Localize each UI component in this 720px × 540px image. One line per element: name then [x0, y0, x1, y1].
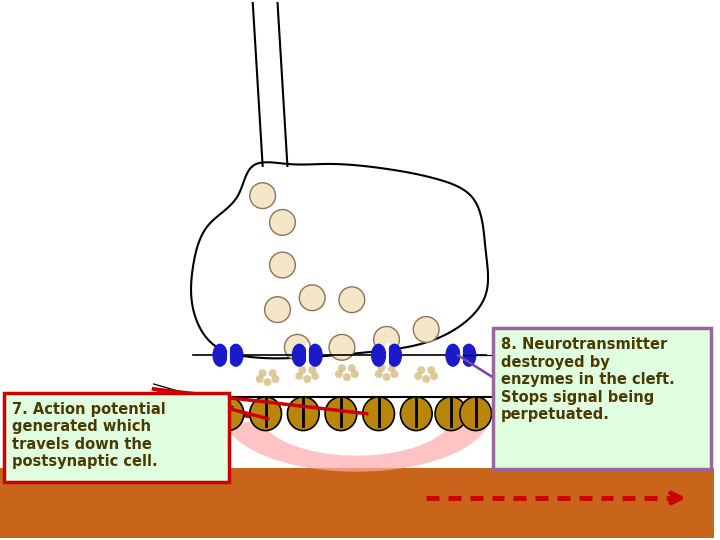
- Ellipse shape: [213, 345, 227, 366]
- Ellipse shape: [250, 397, 282, 430]
- Circle shape: [338, 364, 346, 372]
- Circle shape: [377, 364, 385, 372]
- Circle shape: [264, 378, 271, 386]
- Ellipse shape: [387, 345, 402, 366]
- Circle shape: [387, 364, 395, 372]
- Circle shape: [339, 287, 365, 313]
- Ellipse shape: [372, 345, 385, 366]
- Ellipse shape: [229, 345, 243, 366]
- Circle shape: [351, 370, 359, 378]
- Bar: [0, 468, 714, 538]
- Text: 7. Action potential
generated which
travels down the
postsynaptic cell.: 7. Action potential generated which trav…: [12, 402, 166, 469]
- Circle shape: [250, 183, 276, 208]
- Circle shape: [269, 252, 295, 278]
- Ellipse shape: [460, 397, 492, 430]
- Ellipse shape: [363, 397, 395, 430]
- Ellipse shape: [325, 397, 357, 430]
- Circle shape: [311, 372, 319, 380]
- Ellipse shape: [446, 345, 460, 366]
- Ellipse shape: [308, 345, 322, 366]
- Circle shape: [335, 370, 343, 378]
- Ellipse shape: [292, 345, 306, 366]
- Circle shape: [418, 366, 426, 374]
- Polygon shape: [191, 162, 488, 359]
- Ellipse shape: [400, 397, 432, 430]
- Ellipse shape: [287, 397, 319, 430]
- Circle shape: [413, 316, 439, 342]
- Circle shape: [329, 334, 355, 360]
- Circle shape: [374, 370, 382, 378]
- Circle shape: [258, 369, 266, 377]
- Circle shape: [382, 373, 390, 381]
- Circle shape: [343, 373, 351, 381]
- Circle shape: [295, 372, 303, 380]
- Circle shape: [414, 372, 422, 380]
- Circle shape: [374, 327, 400, 352]
- Circle shape: [300, 285, 325, 310]
- Circle shape: [269, 369, 276, 377]
- Ellipse shape: [212, 397, 244, 430]
- Circle shape: [422, 375, 430, 383]
- Circle shape: [430, 372, 438, 380]
- Circle shape: [303, 375, 311, 383]
- Ellipse shape: [435, 397, 467, 430]
- Circle shape: [284, 334, 310, 360]
- Circle shape: [265, 297, 290, 322]
- Circle shape: [298, 366, 306, 374]
- Circle shape: [348, 364, 356, 372]
- Text: 8. Neurotransmitter
destroyed by
enzymes in the cleft.
Stops signal being
perpet: 8. Neurotransmitter destroyed by enzymes…: [500, 338, 674, 422]
- FancyBboxPatch shape: [492, 328, 711, 469]
- Ellipse shape: [462, 345, 476, 366]
- Circle shape: [271, 375, 279, 383]
- Polygon shape: [225, 421, 489, 471]
- FancyBboxPatch shape: [4, 393, 229, 482]
- Circle shape: [390, 370, 398, 378]
- Circle shape: [269, 210, 295, 235]
- Circle shape: [427, 366, 435, 374]
- Circle shape: [256, 375, 264, 383]
- Circle shape: [308, 366, 316, 374]
